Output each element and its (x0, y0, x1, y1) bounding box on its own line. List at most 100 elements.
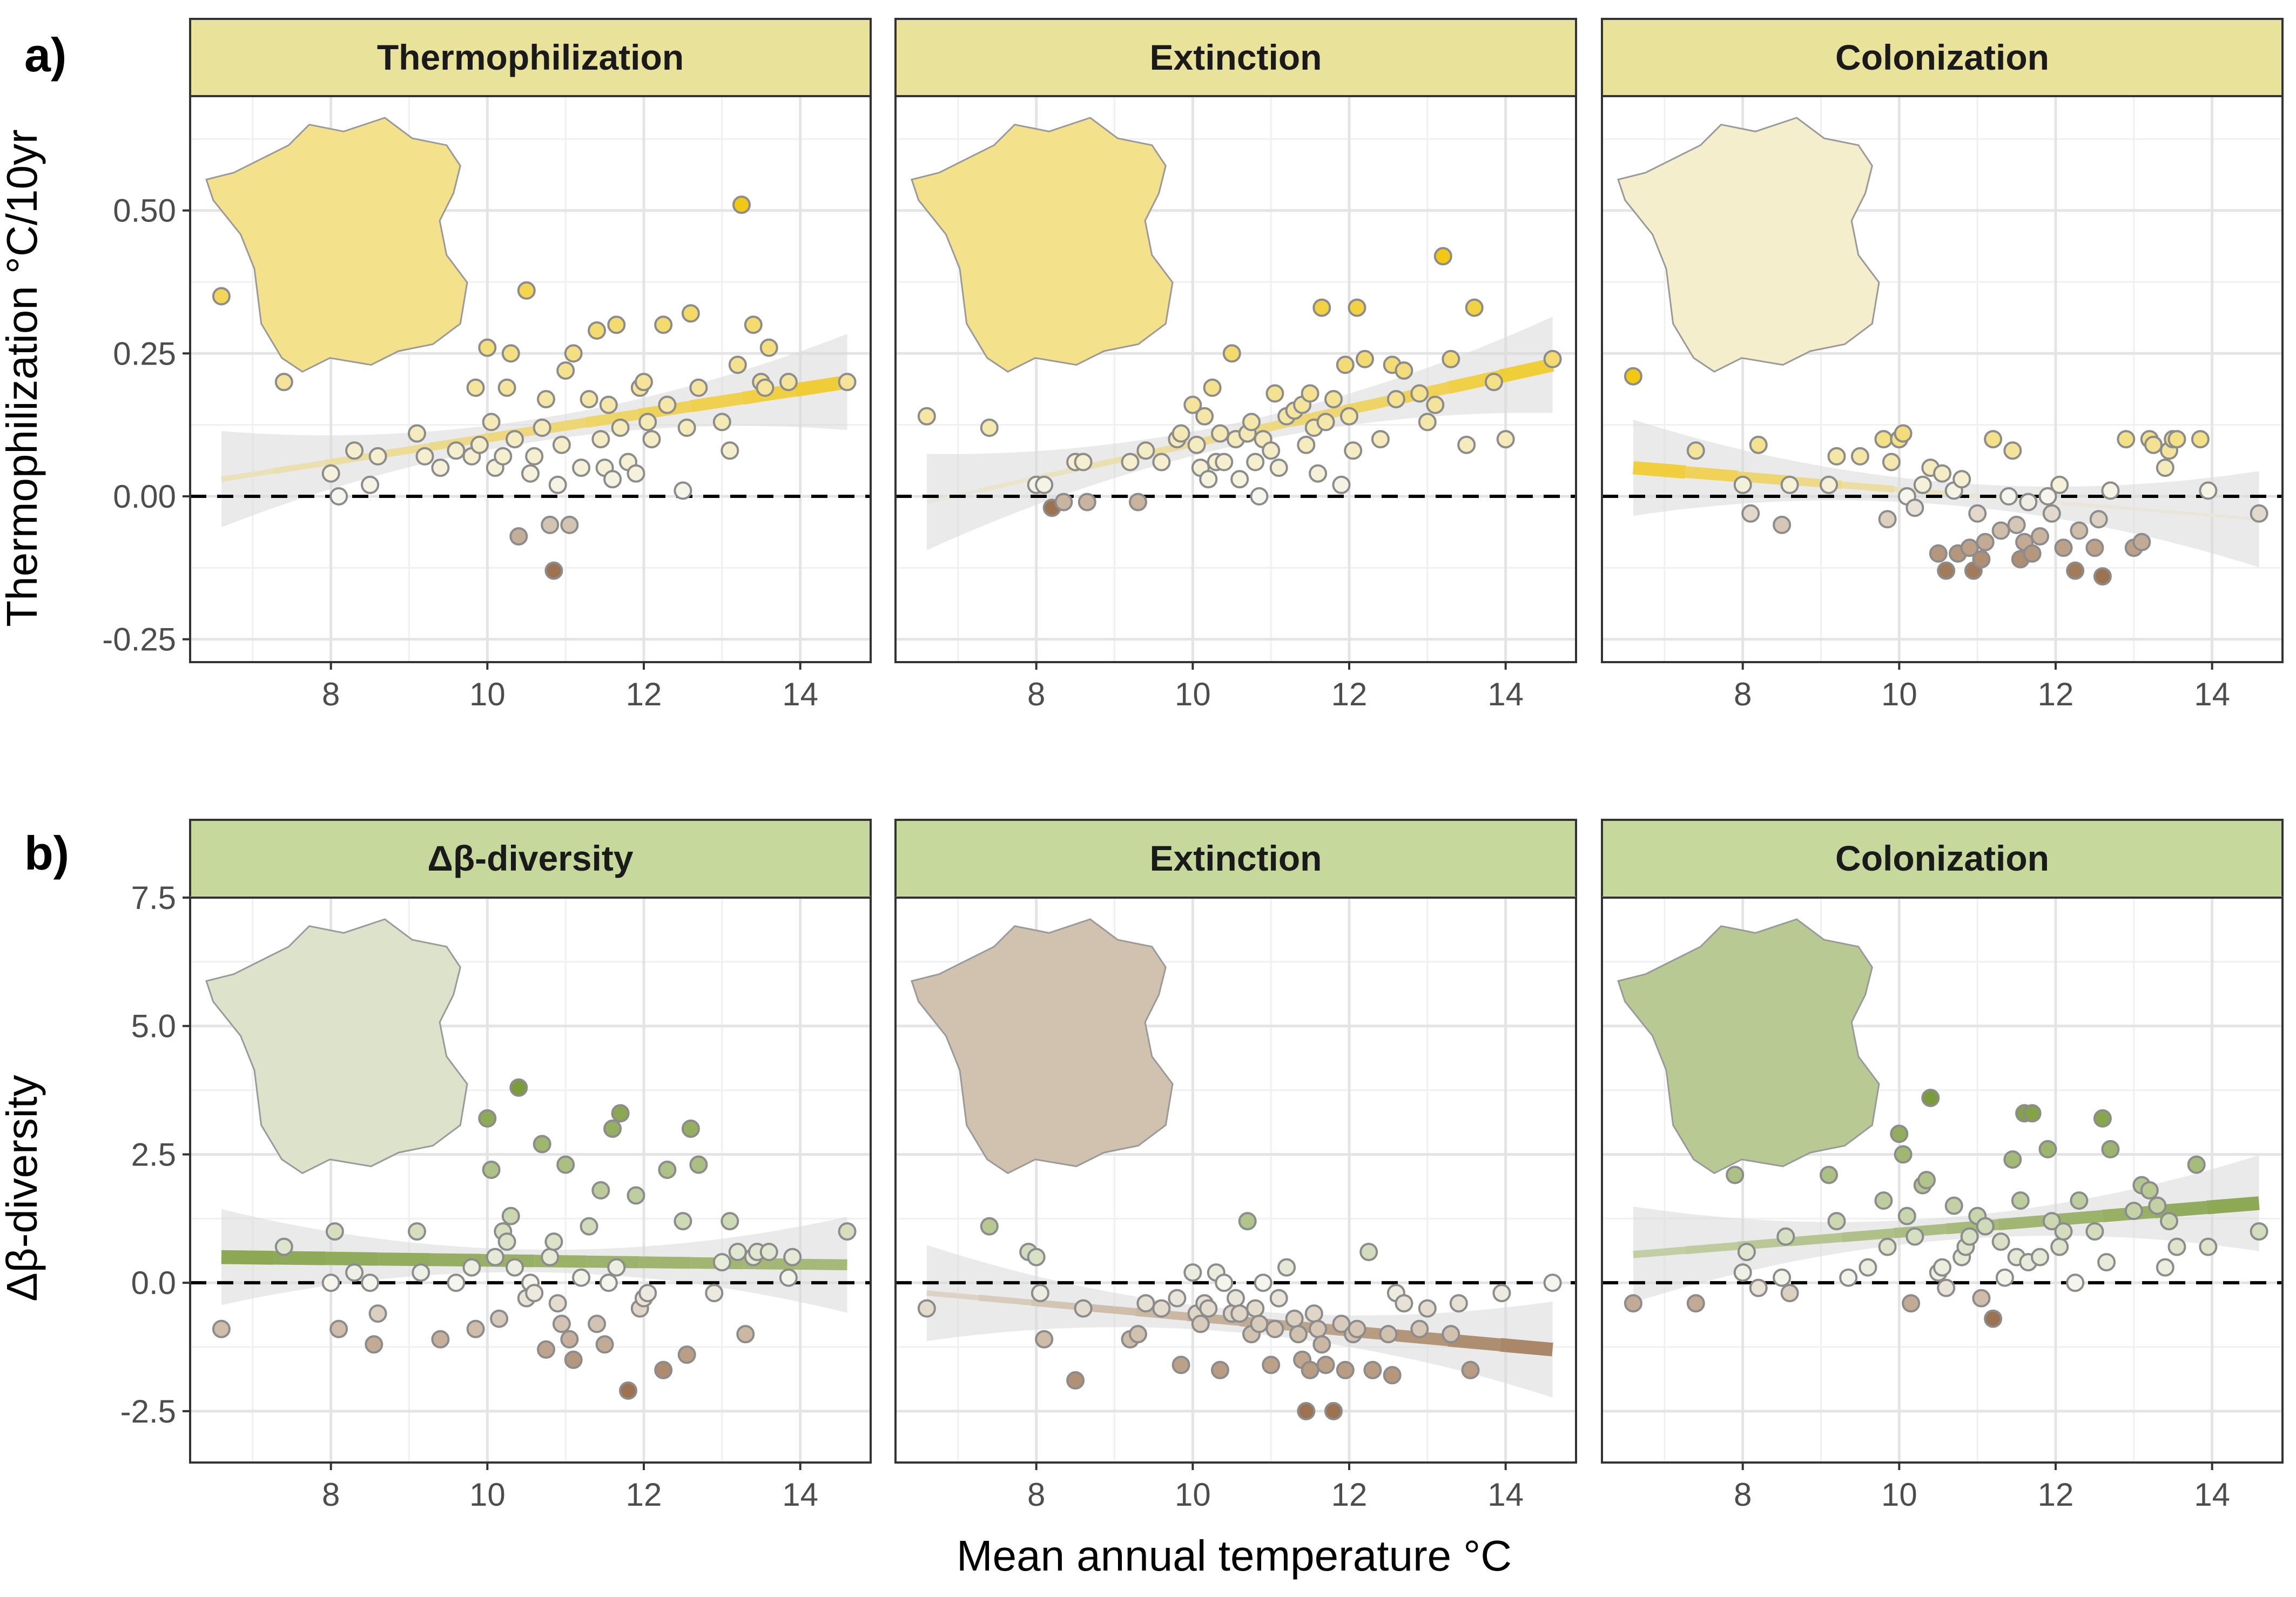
data-point (552, 435, 571, 454)
data-point (2097, 1253, 2116, 1272)
data-point (486, 1248, 504, 1266)
data-point (1773, 1268, 1792, 1287)
data-point (478, 1109, 497, 1128)
data-point (1312, 298, 1331, 317)
panel-2: 8 10 12 14 (894, 18, 1577, 712)
data-point (501, 1207, 520, 1225)
data-point (1379, 1325, 1398, 1344)
y-tick-label: 2.5 (131, 1136, 176, 1173)
data-point (2140, 1181, 2159, 1200)
data-point (1297, 1401, 1316, 1420)
panel-letter-a: a) (24, 28, 66, 82)
panel-border (1601, 95, 2284, 663)
data-point (1074, 1299, 1093, 1318)
data-point (274, 1237, 293, 1256)
data-point (212, 287, 231, 306)
data-point (431, 459, 450, 477)
trend-line (1789, 1232, 1842, 1246)
data-point (607, 315, 626, 334)
data-point (462, 1258, 481, 1277)
data-point (368, 447, 387, 466)
data-point (506, 1258, 524, 1277)
data-point (560, 515, 579, 534)
data-point (2003, 441, 2022, 460)
data-point (521, 464, 540, 483)
y-axis-title-top: Thermophilization °C/10yr (0, 129, 46, 626)
data-point (506, 430, 524, 449)
data-point (1262, 441, 1281, 460)
data-point (2038, 487, 2057, 506)
x-tick-label: 10 (1881, 676, 1917, 712)
trend-line (978, 477, 1032, 493)
data-point (1183, 395, 1202, 414)
data-point (1074, 453, 1093, 471)
data-point (2050, 475, 2069, 494)
x-tick-label: 12 (626, 676, 662, 712)
data-point (580, 390, 598, 409)
data-point (1371, 430, 1390, 449)
data-point (1304, 1304, 1323, 1323)
y-tick-label: 0.50 (113, 193, 176, 229)
data-point (1457, 435, 1476, 454)
trend-line (2206, 1196, 2260, 1215)
trend-line (1997, 1214, 2051, 1230)
data-point (721, 441, 739, 460)
data-point (712, 1253, 731, 1272)
data-point (2066, 561, 2085, 580)
data-point (509, 527, 528, 546)
data-point (329, 487, 348, 506)
data-point (1906, 498, 1924, 517)
data-point (627, 1186, 645, 1205)
data-point (1262, 1356, 1281, 1374)
data-point (2042, 504, 2061, 523)
x-tick-label: 12 (2038, 676, 2074, 712)
data-point (654, 1360, 673, 1379)
data-point (1066, 1371, 1085, 1390)
data-point (744, 315, 763, 334)
data-point (2156, 459, 2174, 477)
y-tick-label: 5.0 (131, 1008, 176, 1045)
data-point (1968, 504, 1987, 523)
x-tick-label: 10 (469, 676, 506, 712)
data-point (365, 1335, 383, 1354)
data-point (627, 464, 645, 483)
data-point (1297, 435, 1316, 454)
data-point (2007, 515, 2026, 534)
data-point (1336, 1360, 1355, 1379)
data-point (1827, 447, 1846, 466)
data-point (408, 1222, 426, 1241)
data-point (368, 1304, 387, 1323)
data-point (838, 1222, 857, 1241)
data-point (1136, 441, 1155, 460)
panel-border (1601, 897, 2284, 1464)
data-point (1991, 1232, 2010, 1251)
data-point (1741, 504, 1760, 523)
data-point (732, 196, 751, 214)
strip-label-colonization-top: Colonization (1835, 37, 2049, 77)
trend-line (585, 409, 639, 428)
data-point (2003, 1150, 2022, 1169)
data-point (635, 373, 653, 392)
y-tick-label: -2.5 (120, 1393, 176, 1430)
trend-line (926, 1290, 979, 1300)
strip-label-extinction-bottom: Extinction (1149, 838, 1322, 878)
data-point (548, 1294, 567, 1313)
trend-line (1841, 481, 1895, 493)
data-point (611, 1104, 630, 1123)
trend-line (2154, 509, 2207, 517)
data-point (517, 281, 536, 300)
data-point (1449, 1294, 1468, 1313)
data-point (917, 1299, 936, 1318)
data-point (1285, 1309, 1304, 1328)
data-point (501, 344, 520, 363)
data-point (525, 447, 544, 466)
data-point (556, 1155, 575, 1174)
data-point (1121, 453, 1140, 471)
data-point (1230, 470, 1249, 489)
data-point (2156, 1258, 2174, 1277)
data-point (1199, 1299, 1218, 1318)
data-point (1129, 1325, 1147, 1344)
data-point (1230, 1304, 1249, 1323)
data-point (1250, 1315, 1269, 1333)
data-point (1773, 515, 1792, 534)
